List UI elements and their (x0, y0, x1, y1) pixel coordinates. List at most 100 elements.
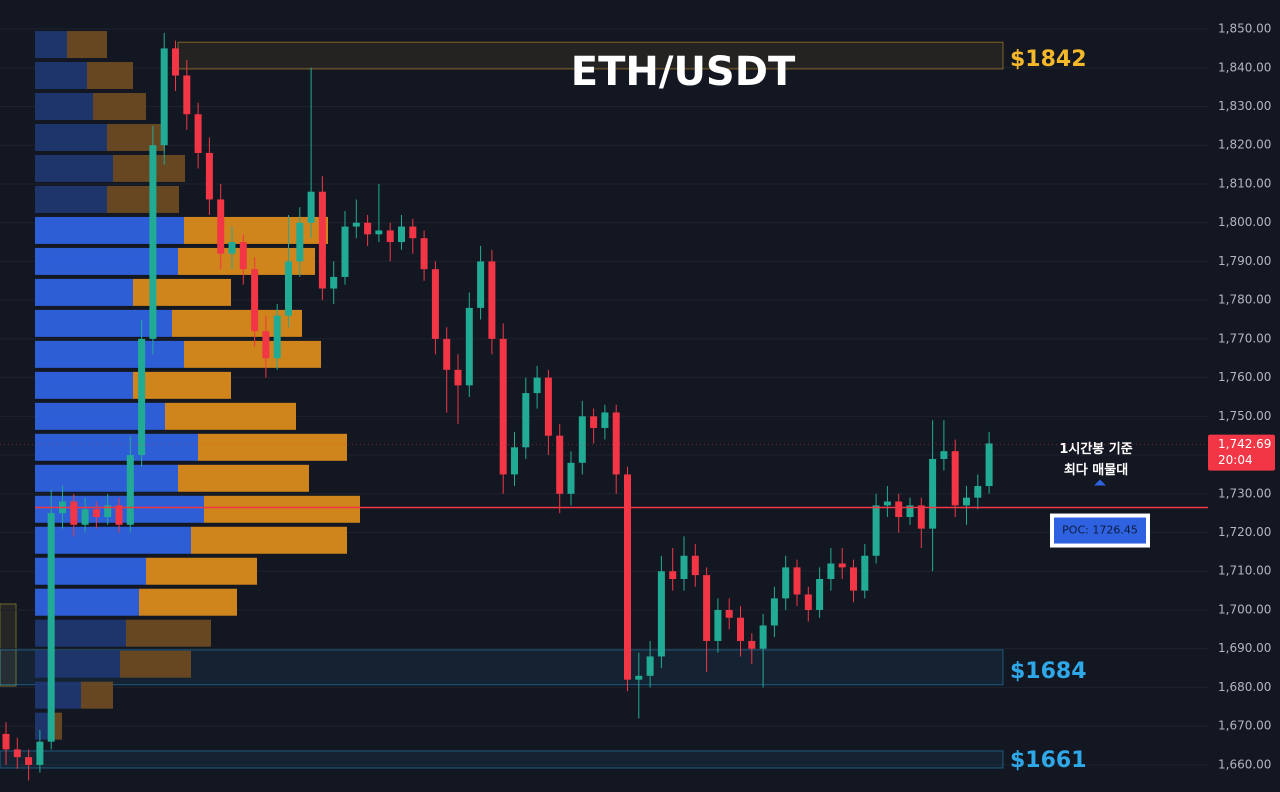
y-tick-label: 1,750.00 (1218, 409, 1271, 423)
y-tick-label: 1,680.00 (1218, 680, 1271, 694)
candle-body (635, 675, 643, 680)
left-edge-box (0, 603, 17, 687)
candle-body (92, 509, 100, 518)
profile-buy (35, 154, 113, 182)
candle-body (273, 315, 281, 359)
profile-buy (35, 464, 178, 492)
candle-body (217, 199, 225, 254)
candle-body (624, 474, 631, 680)
y-tick-label: 1,790.00 (1218, 254, 1271, 268)
candle-body (963, 497, 970, 506)
candle-body (149, 145, 157, 339)
candle-body (827, 563, 835, 579)
candle-body (714, 609, 722, 641)
candle-body (13, 749, 21, 758)
profile-buy (35, 247, 178, 275)
y-tick-label: 1,830.00 (1218, 99, 1271, 113)
candle-body (533, 377, 541, 394)
candle-body (883, 501, 891, 506)
profile-buy (35, 526, 191, 554)
profile-sell (126, 619, 211, 647)
profile-buy (35, 62, 87, 90)
candle-body (431, 269, 439, 339)
profile-sell (87, 62, 133, 90)
candle-body (917, 505, 925, 529)
profile-buy (35, 278, 133, 306)
candle-body (838, 563, 846, 568)
profile-buy (35, 433, 198, 461)
candle-body (183, 75, 191, 115)
candle-body (409, 226, 417, 239)
candle-body (929, 458, 937, 529)
y-tick-label: 1,800.00 (1218, 215, 1271, 229)
profile-buy (35, 371, 133, 399)
candle-body (398, 226, 405, 243)
volume-profile (35, 31, 360, 740)
candle-body (160, 48, 168, 146)
candle-body (138, 338, 146, 456)
profile-sell (67, 31, 107, 59)
profile-sell (184, 340, 321, 368)
candle-body (70, 501, 78, 525)
candle-body (36, 741, 44, 765)
candle-body (251, 269, 259, 332)
profile-sell (120, 650, 191, 678)
y-tick-label: 1,660.00 (1218, 757, 1271, 771)
poc-marker (1094, 479, 1106, 486)
candle-body (770, 598, 778, 626)
last-price-label: 1,742.69 (1218, 437, 1271, 451)
y-tick-label: 1,760.00 (1218, 370, 1271, 384)
profile-sell (133, 278, 231, 306)
profile-buy (35, 93, 93, 120)
candle-body (544, 377, 552, 436)
profile-buy (35, 402, 165, 430)
candle-body (940, 451, 948, 459)
candle-body (748, 640, 756, 649)
y-tick-label: 1,730.00 (1218, 486, 1271, 500)
y-tick-label: 1,710.00 (1218, 564, 1271, 578)
candle-body (228, 242, 236, 254)
profile-sell (178, 464, 309, 492)
candle-body (2, 733, 10, 750)
candle-body (364, 222, 372, 235)
candle-body (104, 505, 112, 518)
candle-body (974, 486, 982, 498)
candle-body (420, 238, 428, 270)
candle-body (499, 338, 507, 475)
annotation: 최다 매물대 (1064, 462, 1128, 478)
candle-body (115, 505, 123, 525)
candle-body (612, 412, 620, 475)
candle-body (386, 230, 394, 243)
candle-body (262, 331, 270, 359)
candle-body (567, 462, 575, 494)
candle-body (816, 578, 824, 610)
candles (2, 32, 993, 781)
profile-sell (191, 526, 347, 554)
profile-sell (204, 495, 360, 523)
candle-body (172, 48, 179, 76)
candle-body (782, 567, 790, 599)
last-price-box (1208, 434, 1275, 471)
candle-body (861, 555, 869, 591)
countdown-label: 20:04 (1218, 453, 1253, 467)
candle-body (330, 276, 338, 289)
zone-label: $1842 (1010, 47, 1087, 72)
y-tick-label: 1,850.00 (1218, 22, 1271, 36)
candle-body (680, 555, 688, 579)
candle-body (737, 617, 744, 641)
candle-body (951, 451, 959, 506)
profile-sell (184, 216, 328, 244)
candle-body (194, 114, 202, 153)
price-axis: 1,850.00 1,840.00 1,830.00 1,820.00 1,810.00… (1208, 22, 1275, 771)
candle-body (47, 513, 55, 742)
candle-body (296, 222, 304, 262)
candle-body (759, 625, 767, 649)
candle-body (578, 416, 586, 463)
candle-body (669, 571, 677, 579)
profile-sell (146, 557, 257, 585)
y-tick-label: 1,720.00 (1218, 525, 1271, 539)
y-tick-label: 1,810.00 (1218, 176, 1271, 190)
profile-sell (81, 681, 113, 709)
profile-buy (35, 31, 67, 59)
